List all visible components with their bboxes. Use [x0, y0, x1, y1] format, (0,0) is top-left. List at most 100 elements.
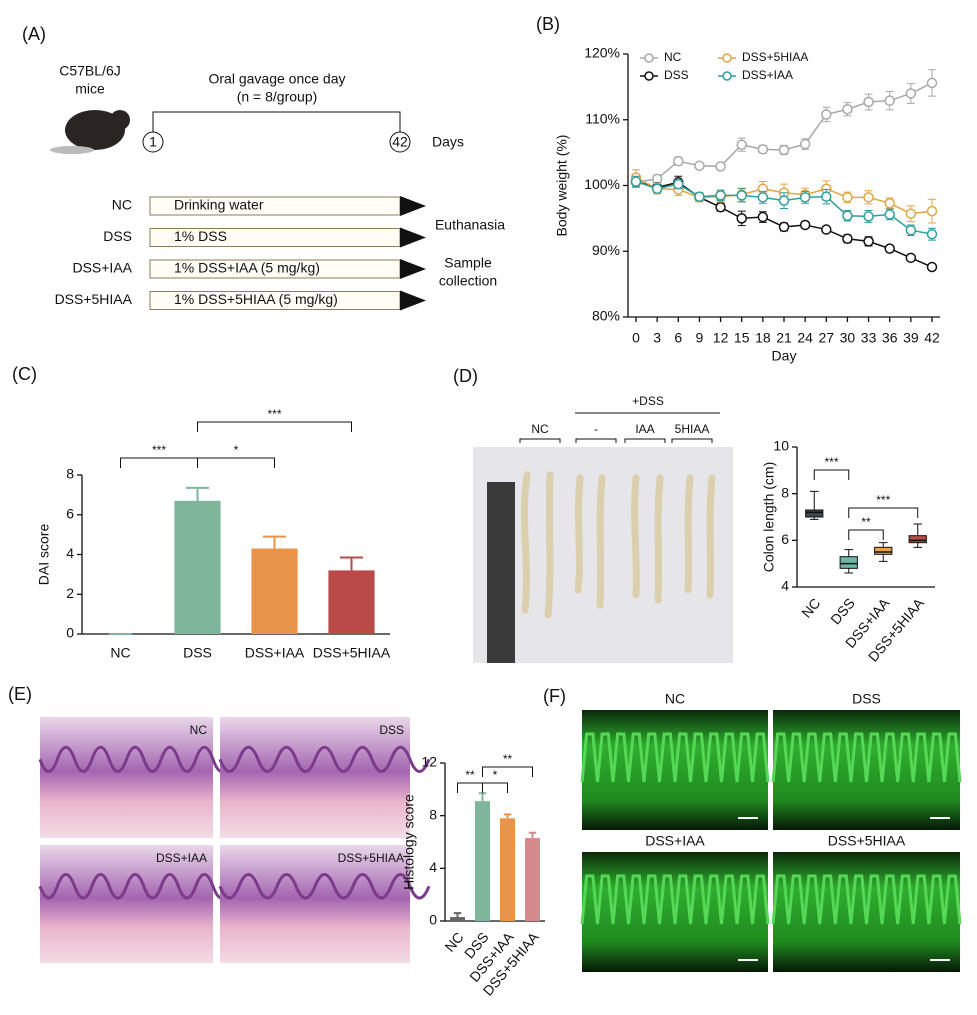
x-tick-label: NC [798, 595, 823, 621]
treatment: 1% DSS+5HIAA (5 mg/kg) [174, 291, 338, 307]
box [805, 509, 824, 518]
x-tick-label: DSS+IAA [245, 645, 305, 661]
data-point [736, 213, 747, 224]
group-label: IAA [635, 422, 654, 436]
villi [580, 874, 770, 925]
data-point [863, 96, 874, 108]
significance-label: ** [465, 768, 475, 782]
significance-bracket [197, 421, 352, 432]
x-tick-label: DSS [183, 645, 212, 661]
bar [525, 838, 540, 921]
significance-label: *** [267, 407, 281, 421]
data-point [757, 192, 769, 203]
data-point [884, 209, 895, 220]
group-bracket [519, 438, 561, 443]
protocol: Oral gavage once day [209, 71, 346, 87]
bar [475, 801, 490, 921]
schematic: 1 42 Days C57BL/6J mice Oral gavage once… [50, 63, 505, 289]
data-point [884, 243, 895, 254]
y-tick-label: 90% [592, 242, 620, 258]
data-point [778, 221, 790, 233]
y-tick-label: 4 [781, 578, 789, 594]
x-tick-label: 6 [674, 330, 682, 346]
box [908, 535, 927, 544]
data-point [926, 77, 938, 89]
significance-label: *** [824, 455, 838, 469]
bar [450, 917, 465, 921]
panel-label: (B) [536, 14, 560, 34]
y-tick-label: 110% [585, 110, 620, 126]
panel-label: (C) [12, 364, 37, 384]
day-circle [142, 131, 164, 153]
data-point [905, 224, 917, 236]
data-point [905, 208, 917, 220]
x-tick-label: 39 [903, 330, 919, 346]
data-point [926, 205, 938, 217]
x-tick-label: 27 [818, 330, 834, 346]
image-label: DSS [852, 691, 881, 707]
error-bar [453, 912, 462, 918]
histology-image [40, 717, 213, 838]
data-point [630, 176, 642, 187]
error-bar [503, 813, 512, 819]
protocol: (n = 8/group) [237, 89, 318, 105]
error-bar [339, 556, 364, 571]
data-point [842, 233, 853, 245]
x-tick-label: 24 [797, 330, 813, 346]
x-tick-label: DSS [827, 595, 858, 627]
significance-bracket [848, 507, 919, 518]
x-tick-label: 33 [861, 330, 877, 346]
histology-image [220, 845, 410, 963]
error-bar [478, 792, 487, 802]
bar [500, 818, 515, 921]
y-tick-label: 4 [429, 859, 437, 875]
x-tick-label: NC [110, 645, 130, 661]
panel-label: (A) [22, 24, 46, 44]
data-point [673, 155, 684, 167]
panel-label: (E) [8, 684, 32, 704]
x-tick-label: 15 [734, 330, 750, 346]
y-tick-label: 8 [66, 466, 74, 482]
y-axis-label: Body weight (%) [554, 135, 570, 237]
group-name: DSS+5HIAA [55, 291, 133, 307]
legend-label: DSS+5HIAA [742, 50, 808, 64]
crypt-outline [38, 745, 232, 773]
significance-label: * [493, 768, 498, 782]
data-point [799, 219, 811, 231]
data-point [757, 211, 769, 223]
x-tick-label: 3 [653, 330, 661, 346]
legend-marker [644, 71, 654, 81]
image-label: NC [665, 691, 685, 707]
x-tick-label: 21 [776, 330, 792, 346]
y-tick-label: 100% [584, 176, 620, 192]
arrow-head [400, 227, 426, 248]
data-point [821, 191, 832, 202]
x-tick-label: 12 [713, 330, 729, 346]
image-label: DSS+IAA [156, 851, 207, 865]
data-point [799, 192, 811, 203]
data-point [651, 173, 663, 185]
data-point [821, 109, 832, 120]
x-tick-label: 30 [840, 330, 856, 346]
arrow-head [400, 259, 426, 279]
strain: C57BL/6J [59, 63, 120, 79]
strain: mice [75, 81, 105, 97]
y-axis-label: DAI score [36, 524, 52, 586]
ruler [487, 482, 515, 663]
image-label: DSS+5HIAA [338, 851, 404, 865]
data-point [757, 144, 769, 155]
data-point [884, 198, 895, 209]
y-tick-label: 120% [584, 45, 620, 61]
significance-label: * [234, 443, 239, 457]
x-tick-label: 36 [882, 330, 898, 346]
legend-marker [644, 53, 654, 63]
data-point [651, 183, 663, 195]
significance-bracket [813, 469, 850, 480]
bar [328, 570, 375, 634]
data-point [842, 192, 853, 203]
arrow-head [400, 290, 426, 311]
data-point [926, 228, 938, 240]
y-tick-label: 10 [773, 438, 789, 454]
y-tick-label: 12 [421, 754, 437, 770]
